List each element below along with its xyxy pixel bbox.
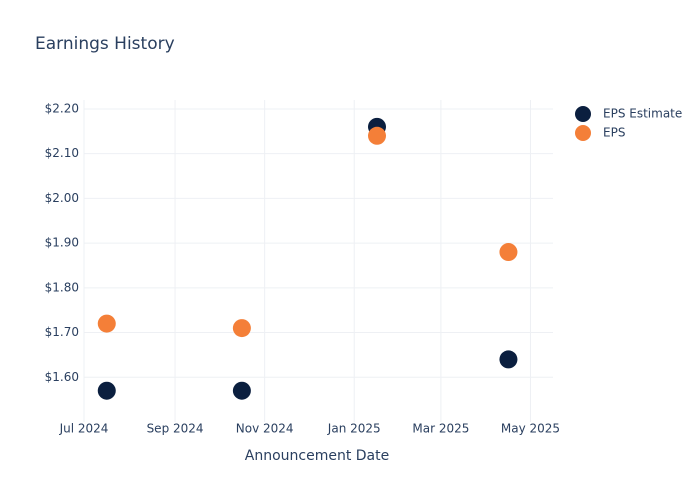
chart-title: Earnings History bbox=[35, 34, 175, 54]
x-tick-label: Sep 2024 bbox=[147, 422, 204, 436]
data-point bbox=[232, 381, 251, 400]
data-point bbox=[97, 314, 116, 333]
legend-label: EPS bbox=[603, 126, 625, 140]
y-tick-label: $2.00 bbox=[45, 191, 79, 205]
x-tick-label: Jul 2024 bbox=[59, 422, 109, 436]
y-tick-label: $2.10 bbox=[45, 146, 79, 160]
legend-marker bbox=[575, 106, 591, 122]
x-tick-label: May 2025 bbox=[501, 422, 560, 436]
data-point bbox=[232, 319, 251, 338]
legend-label: EPS Estimate bbox=[603, 107, 682, 121]
x-axis-title: Announcement Date bbox=[245, 448, 389, 464]
y-tick-label: $1.70 bbox=[45, 325, 79, 339]
y-tick-label: $1.80 bbox=[45, 280, 79, 294]
x-tick-label: Nov 2024 bbox=[236, 422, 294, 436]
y-tick-label: $1.90 bbox=[45, 236, 79, 250]
x-tick-label: Jan 2025 bbox=[327, 422, 381, 436]
y-tick-label: $1.60 bbox=[45, 370, 79, 384]
data-point bbox=[499, 350, 518, 369]
x-tick-label: Mar 2025 bbox=[412, 422, 469, 436]
legend-marker bbox=[575, 125, 591, 141]
data-point bbox=[499, 243, 518, 262]
y-tick-label: $2.20 bbox=[45, 101, 79, 115]
data-point bbox=[97, 381, 116, 400]
data-point bbox=[367, 126, 386, 145]
